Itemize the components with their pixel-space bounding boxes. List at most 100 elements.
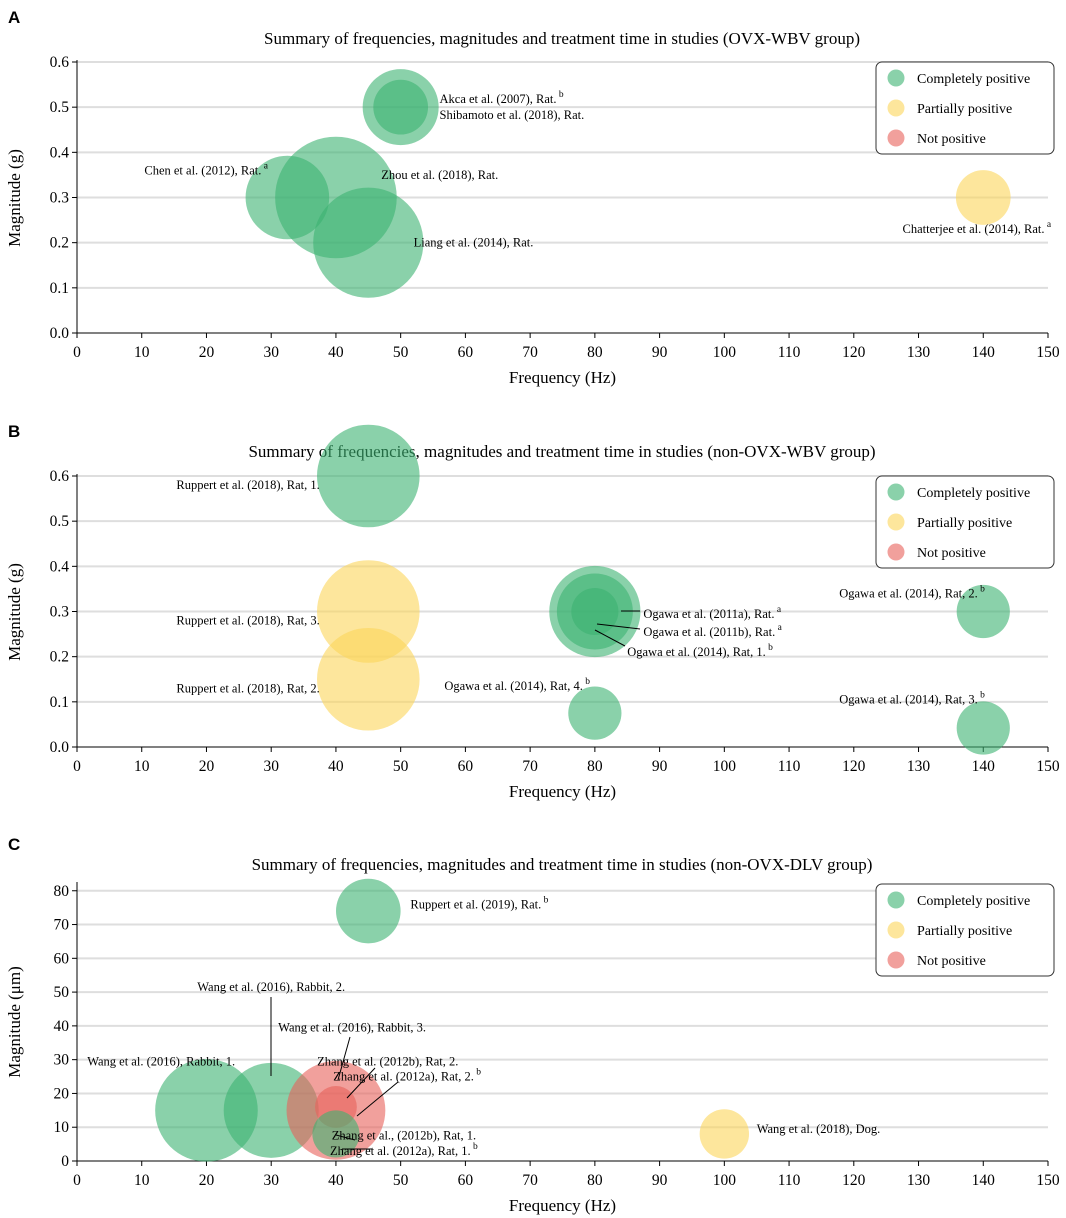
leader-line xyxy=(596,623,641,630)
panel-letter: A xyxy=(8,8,20,27)
legend-swatch xyxy=(887,513,905,531)
x-tick-label: 40 xyxy=(328,758,344,775)
leader-line xyxy=(356,1081,399,1117)
chart-title: Summary of frequencies, magnitudes and t… xyxy=(264,29,860,48)
legend-swatch xyxy=(887,951,905,969)
y-tick-label: 0.0 xyxy=(50,739,70,756)
legend-swatch xyxy=(887,483,905,501)
y-axis-label: Magnitude (g) xyxy=(5,149,24,247)
y-tick-label: 0.6 xyxy=(50,468,70,485)
y-tick-label: 70 xyxy=(54,917,70,934)
bubble-point xyxy=(955,170,1011,225)
x-tick-label: 10 xyxy=(134,344,150,361)
y-tick-label: 30 xyxy=(54,1052,70,1069)
x-tick-label: 80 xyxy=(587,344,603,361)
point-annotation: Zhang et al. (2012a), Rat, 1. b xyxy=(330,1142,478,1158)
x-tick-label: 30 xyxy=(263,344,279,361)
x-axis-label: Frequency (Hz) xyxy=(509,368,616,387)
x-tick-label: 60 xyxy=(458,1172,474,1189)
x-tick-label: 110 xyxy=(778,1172,801,1189)
x-tick-label: 110 xyxy=(778,344,801,361)
x-tick-label: 50 xyxy=(393,1172,409,1189)
bubble-point xyxy=(571,587,619,636)
x-tick-label: 110 xyxy=(778,758,801,775)
chart-panel-a: A Summary of frequencies, magnitudes and … xyxy=(5,8,1060,387)
x-tick-label: 150 xyxy=(1036,1172,1060,1189)
x-tick-label: 40 xyxy=(328,1172,344,1189)
x-tick-label: 10 xyxy=(134,758,150,775)
point-annotation: Wang et al. (2016), Rabbit, 3. xyxy=(278,1021,426,1035)
point-annotation: Ogawa et al. (2014), Rat, 1. b xyxy=(627,643,773,659)
x-axis-label: Frequency (Hz) xyxy=(509,1196,616,1215)
panel-letter: B xyxy=(8,422,20,441)
legend-label: Completely positive xyxy=(917,894,1030,909)
y-axis-label: Magnitude (g) xyxy=(5,563,24,661)
point-annotation: Zhang et al. (2012a), Rat, 2. b xyxy=(333,1068,481,1084)
y-tick-label: 0.5 xyxy=(50,513,70,530)
y-tick-label: 0.4 xyxy=(50,144,70,161)
y-tick-label: 0.1 xyxy=(50,280,69,297)
x-tick-label: 120 xyxy=(842,344,866,361)
bubble-point xyxy=(317,424,420,528)
x-tick-label: 40 xyxy=(328,344,344,361)
x-tick-label: 20 xyxy=(199,344,215,361)
x-tick-label: 60 xyxy=(458,344,474,361)
x-tick-label: 30 xyxy=(263,1172,279,1189)
x-tick-label: 70 xyxy=(522,344,538,361)
leader-line xyxy=(594,629,626,647)
y-tick-label: 0.5 xyxy=(50,99,70,116)
x-tick-label: 60 xyxy=(458,758,474,775)
x-axis-label: Frequency (Hz) xyxy=(509,782,616,801)
point-annotation: Ogawa et al. (2014), Rat, 2. b xyxy=(839,584,985,600)
x-tick-label: 20 xyxy=(199,1172,215,1189)
y-tick-label: 0.2 xyxy=(50,235,69,252)
point-annotation: Ruppert et al. (2018), Rat, 3. xyxy=(176,614,319,628)
legend-label: Partially positive xyxy=(917,102,1012,117)
legend-label: Not positive xyxy=(917,546,986,561)
panel-letter: C xyxy=(8,835,20,854)
y-tick-label: 0.6 xyxy=(50,54,70,71)
legend-label: Completely positive xyxy=(917,486,1030,501)
y-tick-label: 80 xyxy=(54,883,70,900)
bubble-point xyxy=(312,1110,360,1158)
legend-box xyxy=(875,475,1055,569)
x-tick-label: 100 xyxy=(713,344,737,361)
point-annotation: Shibamoto et al. (2018), Rat. xyxy=(440,108,585,122)
bubble-point xyxy=(956,701,1010,755)
y-tick-label: 0.2 xyxy=(50,649,69,666)
leader-line xyxy=(337,1036,351,1081)
leader-line xyxy=(346,1067,376,1099)
legend-label: Partially positive xyxy=(917,516,1012,531)
point-annotation: Chatterjee et al. (2014), Rat. a xyxy=(903,220,1052,236)
x-tick-label: 140 xyxy=(972,344,996,361)
bubble-point xyxy=(568,686,622,740)
legend-swatch xyxy=(887,543,905,561)
x-tick-label: 50 xyxy=(393,344,409,361)
legend-swatch xyxy=(887,921,905,939)
legend-label: Not positive xyxy=(917,954,986,969)
x-tick-label: 150 xyxy=(1036,344,1060,361)
x-tick-label: 130 xyxy=(907,344,931,361)
bubble-point xyxy=(373,79,429,135)
x-tick-label: 120 xyxy=(842,1172,866,1189)
x-tick-label: 70 xyxy=(522,1172,538,1189)
x-tick-label: 150 xyxy=(1036,758,1060,775)
x-tick-label: 140 xyxy=(972,758,996,775)
x-tick-label: 0 xyxy=(73,1172,81,1189)
x-tick-label: 120 xyxy=(842,758,866,775)
legend-swatch xyxy=(887,129,905,147)
point-annotation: Ruppert et al. (2018), Rat, 1. xyxy=(176,478,319,492)
point-annotation: Wang et al. (2016), Rabbit, 2. xyxy=(197,980,345,994)
legend-label: Not positive xyxy=(917,132,986,147)
y-tick-label: 50 xyxy=(54,984,70,1001)
point-annotation: Liang et al. (2014), Rat. xyxy=(414,236,534,250)
x-tick-label: 70 xyxy=(522,758,538,775)
bubble-point xyxy=(956,584,1010,639)
x-tick-label: 90 xyxy=(652,1172,668,1189)
legend-label: Completely positive xyxy=(917,72,1030,87)
y-tick-label: 40 xyxy=(54,1018,70,1035)
y-tick-label: 20 xyxy=(54,1085,70,1102)
x-tick-label: 130 xyxy=(907,1172,931,1189)
y-tick-label: 0.4 xyxy=(50,558,70,575)
bubble-point xyxy=(317,627,420,731)
